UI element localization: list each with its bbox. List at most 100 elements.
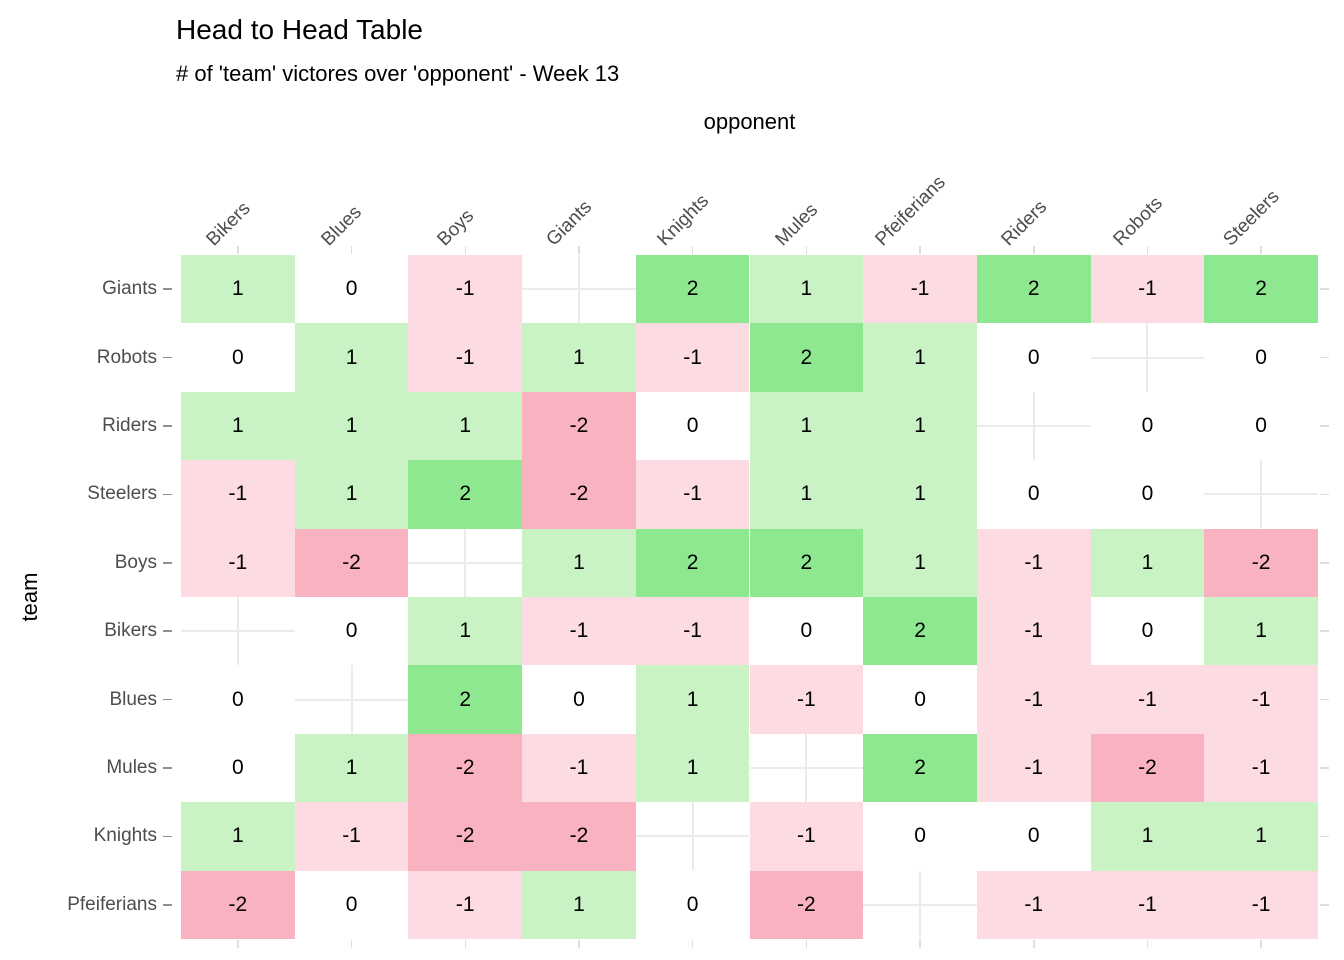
tick-top-robots xyxy=(1146,246,1149,254)
cell-boys-vs-mules: 2 xyxy=(749,528,864,597)
tick-bottom-boys xyxy=(464,940,466,948)
tick-top-pfeiferians xyxy=(919,246,921,254)
tick-left-blues xyxy=(163,698,172,701)
cell-bikers-vs-giants: -1 xyxy=(522,597,636,666)
cell-boys-vs-pfeiferians: 1 xyxy=(863,528,977,597)
cell-robots-vs-knights: -1 xyxy=(635,323,750,392)
tick-bottom-bikers xyxy=(237,940,239,948)
cell-mules-vs-riders: -1 xyxy=(976,733,1091,803)
tick-right-robots xyxy=(1320,356,1329,359)
cell-pfeiferians-vs-blues: 0 xyxy=(294,870,409,939)
tick-top-knights xyxy=(691,246,694,254)
cell-steelers-vs-robots: 0 xyxy=(1090,460,1205,529)
row-label-robots: Robots xyxy=(96,346,157,368)
cell-mules-vs-mules xyxy=(749,733,864,803)
cell-bikers-vs-boys: 1 xyxy=(408,597,523,666)
tick-top-riders xyxy=(1033,246,1035,254)
cell-knights-vs-giants: -2 xyxy=(522,802,636,871)
tick-right-steelers xyxy=(1320,493,1329,496)
cell-steelers-vs-giants: -2 xyxy=(522,460,636,529)
cell-mules-vs-giants: -1 xyxy=(522,733,636,803)
row-label-bikers: Bikers xyxy=(104,620,157,642)
cell-giants-vs-bikers: 1 xyxy=(181,255,295,324)
cell-pfeiferians-vs-robots: -1 xyxy=(1090,870,1205,939)
cell-boys-vs-bikers: -1 xyxy=(181,528,295,597)
cell-giants-vs-mules: 1 xyxy=(749,255,864,324)
x-axis-title: opponent xyxy=(703,109,796,134)
cell-riders-vs-giants: -2 xyxy=(522,391,636,461)
cell-robots-vs-giants: 1 xyxy=(522,323,636,392)
tick-right-knights xyxy=(1320,835,1329,838)
tick-right-mules xyxy=(1320,767,1329,769)
column-label-boys: Boys xyxy=(433,205,479,251)
tick-bottom-knights xyxy=(691,940,694,948)
tick-top-steelers xyxy=(1260,246,1262,254)
tick-right-bikers xyxy=(1320,630,1329,632)
cell-bikers-vs-bikers xyxy=(181,597,295,666)
row-label-mules: Mules xyxy=(106,757,157,778)
row-label-blues: Blues xyxy=(109,688,157,710)
cell-knights-vs-mules: -1 xyxy=(749,802,864,871)
cell-robots-vs-pfeiferians: 1 xyxy=(863,323,977,392)
cell-robots-vs-bikers: 0 xyxy=(181,323,295,392)
cell-robots-vs-mules: 2 xyxy=(749,323,864,392)
row-label-knights: Knights xyxy=(93,825,157,847)
tick-top-bikers xyxy=(237,246,239,254)
cell-pfeiferians-vs-riders: -1 xyxy=(976,870,1091,939)
cell-bikers-vs-blues: 0 xyxy=(294,597,409,666)
cell-pfeiferians-vs-knights: 0 xyxy=(635,870,750,939)
cell-bikers-vs-mules: 0 xyxy=(749,597,864,666)
cell-boys-vs-giants: 1 xyxy=(522,528,636,597)
cell-bikers-vs-pfeiferians: 2 xyxy=(863,597,977,666)
cell-mules-vs-pfeiferians: 2 xyxy=(863,733,977,803)
cell-blues-vs-knights: 1 xyxy=(635,665,750,734)
cell-giants-vs-pfeiferians: -1 xyxy=(863,255,977,324)
cell-boys-vs-boys xyxy=(408,528,523,597)
cell-blues-vs-robots: -1 xyxy=(1090,665,1205,734)
cell-blues-vs-giants: 0 xyxy=(522,665,636,734)
tick-left-steelers xyxy=(163,493,172,496)
tick-bottom-riders xyxy=(1033,940,1035,948)
cell-knights-vs-steelers: 1 xyxy=(1204,802,1318,871)
cell-boys-vs-robots: 1 xyxy=(1090,528,1205,597)
tick-top-blues xyxy=(350,246,353,254)
row-label-riders: Riders xyxy=(102,415,157,436)
column-label-pfeiferians: Pfeiferians xyxy=(871,171,950,251)
cell-blues-vs-bikers: 0 xyxy=(181,665,295,734)
cell-riders-vs-blues: 1 xyxy=(294,391,409,461)
cell-riders-vs-pfeiferians: 1 xyxy=(863,391,977,461)
cell-knights-vs-riders: 0 xyxy=(976,802,1091,871)
cell-riders-vs-riders xyxy=(976,391,1091,461)
tick-left-giants xyxy=(163,288,172,290)
cell-riders-vs-robots: 0 xyxy=(1090,391,1205,461)
cell-knights-vs-robots: 1 xyxy=(1090,802,1205,871)
cell-robots-vs-steelers: 0 xyxy=(1204,323,1318,392)
cell-knights-vs-knights xyxy=(635,802,750,871)
cell-bikers-vs-robots: 0 xyxy=(1090,597,1205,666)
cell-bikers-vs-steelers: 1 xyxy=(1204,597,1318,666)
cell-boys-vs-knights: 2 xyxy=(635,528,750,597)
cell-blues-vs-mules: -1 xyxy=(749,665,864,734)
tick-bottom-mules xyxy=(805,940,808,948)
row-label-steelers: Steelers xyxy=(87,483,157,505)
cell-blues-vs-boys: 2 xyxy=(408,665,523,734)
cell-mules-vs-blues: 1 xyxy=(294,733,409,803)
column-label-bikers: Bikers xyxy=(202,198,255,251)
tick-left-knights xyxy=(163,835,172,838)
row-label-giants: Giants xyxy=(102,278,157,300)
cell-giants-vs-blues: 0 xyxy=(294,255,409,324)
cell-mules-vs-knights: 1 xyxy=(635,733,750,803)
y-axis-title: team xyxy=(17,572,42,622)
row-label-pfeiferians: Pfeiferians xyxy=(67,893,157,915)
tick-top-mules xyxy=(805,246,808,254)
cell-giants-vs-giants xyxy=(522,255,636,324)
cell-boys-vs-blues: -2 xyxy=(294,528,409,597)
tick-right-pfeiferians xyxy=(1320,904,1329,906)
cell-mules-vs-robots: -2 xyxy=(1090,733,1205,803)
cell-knights-vs-boys: -2 xyxy=(408,802,523,871)
cell-blues-vs-steelers: -1 xyxy=(1204,665,1318,734)
tick-top-boys xyxy=(464,246,466,254)
column-label-steelers: Steelers xyxy=(1219,186,1284,251)
cell-giants-vs-riders: 2 xyxy=(976,255,1091,324)
cell-knights-vs-pfeiferians: 0 xyxy=(863,802,977,871)
